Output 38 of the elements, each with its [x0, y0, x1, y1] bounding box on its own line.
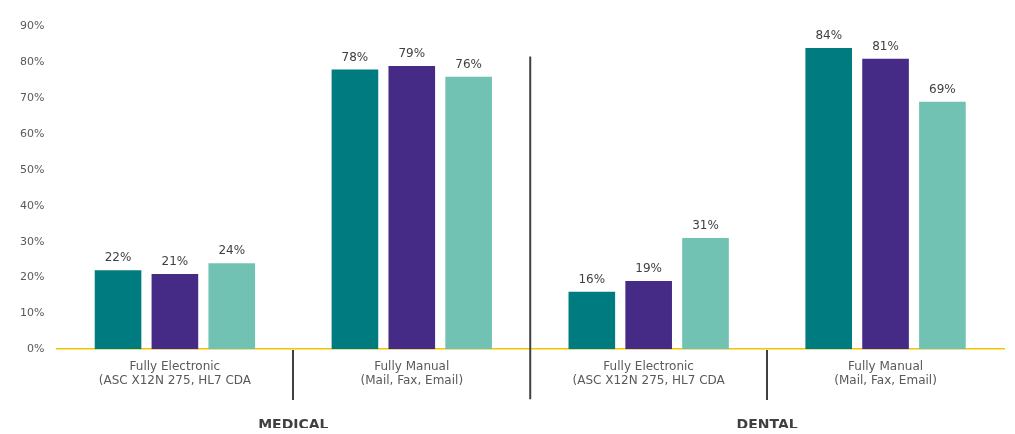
bar: [862, 58, 909, 350]
y-tick-label: 90%: [20, 19, 45, 33]
bar: [682, 238, 729, 350]
data-label: 79%: [398, 46, 426, 61]
y-tick-label: 70%: [20, 91, 45, 105]
y-tick-label: 40%: [20, 198, 45, 212]
bar: [625, 281, 672, 350]
bar: [568, 291, 616, 350]
bar: [151, 273, 199, 350]
data-label: 16%: [578, 271, 606, 286]
data-label: 22%: [104, 250, 132, 265]
bar: [805, 48, 853, 350]
y-tick-label: 60%: [20, 126, 45, 140]
bar: [388, 66, 436, 350]
data-label: 81%: [872, 38, 899, 53]
y-tick-label: 0%: [27, 342, 45, 356]
x-tick-label: Fully Electronic (ASC X12N 275, HL7 CDA: [98, 358, 252, 387]
data-label: 31%: [692, 218, 719, 233]
data-label: 78%: [341, 49, 369, 64]
y-tick-label: 10%: [20, 306, 45, 320]
data-label: 19%: [635, 261, 662, 276]
x-tick-label: Fully Manual (Mail, Fax, Email): [360, 358, 464, 387]
x-tick-label: Fully Manual (Mail, Fax, Email): [834, 358, 937, 387]
x-tick-label: Fully Electronic (ASC X12N 275, HL7 CDA: [572, 358, 726, 387]
bar: [331, 69, 379, 350]
y-tick-label: 20%: [20, 270, 45, 284]
data-label: 76%: [455, 56, 482, 71]
bar: [445, 76, 492, 350]
data-label: 21%: [161, 254, 189, 269]
bar: [208, 263, 256, 350]
y-tick-label: 80%: [20, 55, 45, 69]
y-tick-label: 30%: [20, 234, 45, 248]
y-tick-label: 50%: [20, 162, 45, 176]
bar: [94, 270, 142, 350]
data-label: 24%: [218, 243, 246, 258]
bar: [919, 101, 966, 350]
data-label: 69%: [929, 82, 956, 96]
data-label: 84%: [815, 28, 843, 43]
